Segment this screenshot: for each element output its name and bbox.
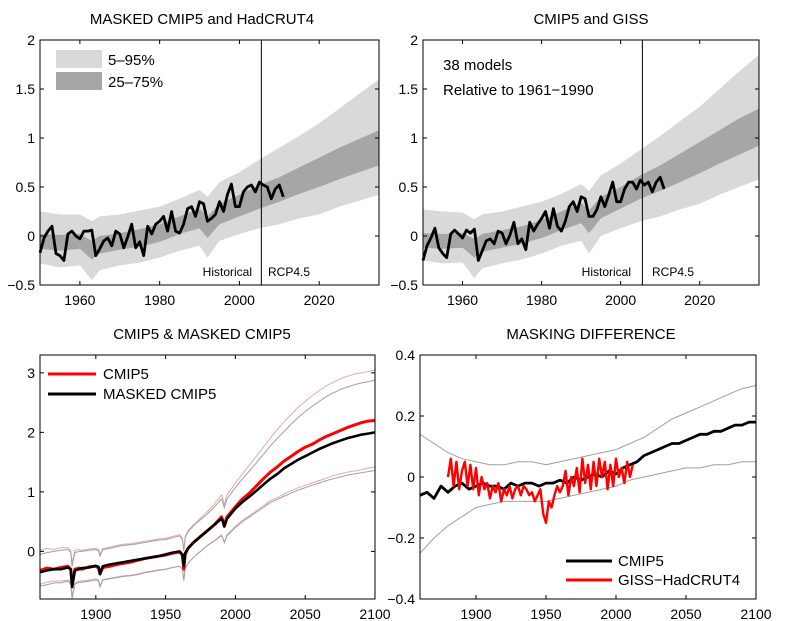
legend-swatch-25-75 <box>56 72 102 90</box>
series-giss-hadcrut4 <box>446 457 634 524</box>
x-tick-label: 1900 <box>460 606 491 621</box>
legend-label-25-75: 25–75% <box>108 74 163 91</box>
y-tick-label: −0.2 <box>387 530 415 546</box>
x-tick-label: 1960 <box>447 292 478 308</box>
x-tick-label: 2050 <box>290 606 321 621</box>
x-tick-label: 2020 <box>684 292 715 308</box>
x-tick-label: 1980 <box>526 292 557 308</box>
y-tick-label: 1.5 <box>399 81 419 97</box>
band-25-75 <box>40 130 379 260</box>
y-tick-label: 0.5 <box>16 179 36 195</box>
y-tick-label: 0 <box>407 469 415 485</box>
plot-area: 1900 1950 2000 2050 2100 −0.4 −0.2 0 0.2 0.4 <box>387 347 771 621</box>
y-tick-label: 1 <box>27 484 35 500</box>
panel-masked-cmip5-hadcrut4: MASKED CMIP5 and HadCRUT4 1960 1980 2000 20… <box>7 11 380 308</box>
legend-label-5-95: 5–95% <box>108 52 155 69</box>
legend-label-masked-cmip5: MASKED CMIP5 <box>103 386 216 403</box>
x-tick-label: 1960 <box>64 292 95 308</box>
y-tick-label: 3 <box>27 365 35 381</box>
legend-label-cmip5: CMIP5 <box>618 553 664 570</box>
period-label-rcp45: RCP4.5 <box>652 265 694 279</box>
series-hadcrut4 <box>38 180 285 262</box>
x-tick-label: 1950 <box>150 606 181 621</box>
y-tick-label: 1 <box>27 130 35 146</box>
band-25-75 <box>423 108 759 258</box>
x-tick-label: 1980 <box>144 292 175 308</box>
legend: 5–95% 25–75% <box>56 50 163 91</box>
legend: CMIP5 MASKED CMIP5 <box>48 366 216 403</box>
period-label-historical: Historical <box>582 265 631 279</box>
y-tick-label: −0.5 <box>390 277 418 293</box>
x-tick-label: 2000 <box>224 292 255 308</box>
y-tick-label: 2 <box>27 32 35 48</box>
y-tick-label: 0.5 <box>399 179 419 195</box>
y-tick-label: 0 <box>27 228 35 244</box>
plot-area: 1960 1980 2000 2020 −0.5 0 0.5 1 1.5 2 <box>7 32 380 308</box>
x-tick-label: 2100 <box>740 606 771 621</box>
envelope-upper <box>419 385 757 466</box>
x-tick-label: 1900 <box>80 606 111 621</box>
panel-title: CMIP5 and GISS <box>533 11 648 28</box>
y-tick-label: 1 <box>410 130 418 146</box>
series-cmip5 <box>419 420 756 500</box>
band-5-95 <box>40 79 379 281</box>
legend-swatch-5-95 <box>56 50 102 68</box>
plot-area: 1900 1950 2000 2050 2100 0 1 2 3 <box>27 354 391 621</box>
period-label-rcp45: RCP4.5 <box>268 265 310 279</box>
envelope-masked-lower <box>39 470 376 600</box>
legend-label-giss-hadcrut4: GISS−HadCRUT4 <box>618 572 740 589</box>
series-cmip5 <box>39 419 376 586</box>
series-masked-cmip5 <box>39 431 376 589</box>
annotation-reference-period: Relative to 1961−1990 <box>443 82 594 99</box>
y-tick-label: 2 <box>27 424 35 440</box>
y-tick-label: −0.4 <box>387 591 415 607</box>
series-giss <box>421 175 666 262</box>
envelope-masked-upper <box>39 379 376 567</box>
plot-area: 1960 1980 2000 2020 −0.5 0 0.5 1 1.5 2 <box>390 32 760 308</box>
x-tick-label: 2050 <box>670 606 701 621</box>
period-label-historical: Historical <box>203 265 252 279</box>
y-tick-label: 0.2 <box>396 408 416 424</box>
envelope-lower <box>419 461 756 554</box>
panel-title: CMIP5 & MASKED CMIP5 <box>113 326 291 343</box>
envelope-cmip5-upper <box>39 369 376 564</box>
y-tick-label: 2 <box>410 32 418 48</box>
plot-frame <box>422 39 760 286</box>
x-tick-label: 1950 <box>530 606 561 621</box>
legend: CMIP5 GISS−HadCRUT4 <box>566 553 740 589</box>
y-tick-label: −0.5 <box>7 277 35 293</box>
band-5-95 <box>423 54 759 279</box>
y-tick-label: 1.5 <box>16 81 36 97</box>
y-tick-label: 0.4 <box>396 347 416 363</box>
panel-masking-difference: MASKING DIFFERENCE 1900 1950 2000 2050 2100 −… <box>387 326 771 621</box>
y-tick-label: 0 <box>410 228 418 244</box>
x-tick-label: 2100 <box>359 606 390 621</box>
x-tick-label: 2020 <box>304 292 335 308</box>
annotation-model-count: 38 models <box>443 57 512 74</box>
plot-frame <box>39 39 380 286</box>
panel-title: MASKING DIFFERENCE <box>506 326 675 343</box>
x-tick-label: 2000 <box>605 292 636 308</box>
x-tick-label: 2000 <box>220 606 251 621</box>
y-tick-label: 0 <box>27 543 35 559</box>
panel-cmip5-giss: CMIP5 and GISS 1960 1980 2000 2020−0.500.51… <box>390 11 760 308</box>
panel-cmip5-masked-cmip5: CMIP5 & MASKED CMIP5 1900 1950 2000 2050 210… <box>27 326 391 621</box>
x-tick-label: 2000 <box>600 606 631 621</box>
plot-frame <box>39 354 376 600</box>
legend-label-cmip5: CMIP5 <box>103 366 149 383</box>
panel-title: MASKED CMIP5 and HadCRUT4 <box>90 11 314 28</box>
